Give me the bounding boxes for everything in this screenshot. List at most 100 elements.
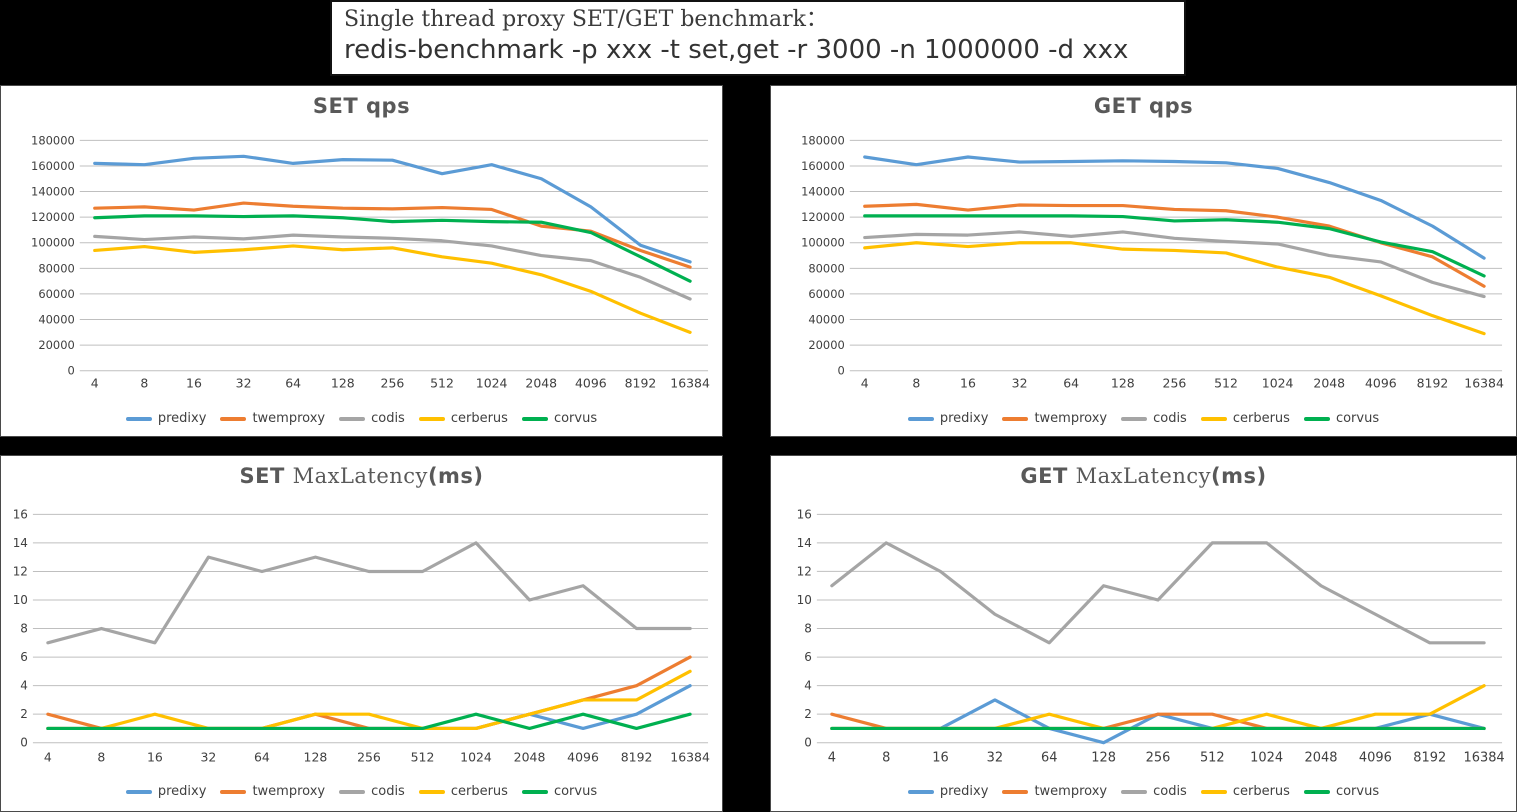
x-axis-label: 1024 <box>460 750 492 765</box>
x-axis-label: 256 <box>1146 751 1171 766</box>
y-axis-label: 0 <box>804 736 812 750</box>
y-axis-label: 6 <box>20 650 28 664</box>
legend-swatch-corvus <box>521 789 548 794</box>
legend-item-twemproxy: twemproxy <box>220 411 325 426</box>
y-axis-label: 4 <box>20 679 28 693</box>
chart-title-segment: (ms) <box>1211 464 1267 488</box>
legend-label: cerberus <box>1232 784 1290 799</box>
x-axis-label: 64 <box>285 376 301 391</box>
legend-swatch-predixy <box>907 416 934 421</box>
x-axis-label: 32 <box>1012 376 1028 391</box>
legend-label: twemproxy <box>252 784 326 799</box>
x-axis-label: 1024 <box>476 376 508 391</box>
legend-item-codis: codis <box>1121 411 1187 426</box>
legend-swatch-predixy <box>125 416 152 421</box>
legend-item-cerberus: cerberus <box>418 784 508 799</box>
y-axis-label: 140000 <box>31 185 75 199</box>
chart-title-segment: (ms) <box>427 464 484 488</box>
y-axis-label: 16 <box>13 507 28 521</box>
legend-label: corvus <box>1335 784 1380 799</box>
legend-label: corvus <box>553 411 598 426</box>
x-axis-label: 16 <box>186 376 202 391</box>
x-axis-label: 16 <box>147 750 163 765</box>
y-axis-label: 40000 <box>808 313 844 327</box>
x-axis-label: 16384 <box>1464 376 1504 391</box>
chart-legend: predixy twemproxy codis cerberus corvus <box>1 411 722 426</box>
x-axis-label: 256 <box>381 376 405 391</box>
series-line-codis <box>863 230 1486 299</box>
y-axis-label: 80000 <box>38 261 74 275</box>
x-axis-label: 2048 <box>1305 751 1338 766</box>
chart-legend: predixy twemproxy codis cerberus corvus <box>1 784 722 799</box>
x-axis-label: 512 <box>1200 751 1225 766</box>
x-axis-label: 4096 <box>1359 751 1392 766</box>
y-axis-label: 10 <box>797 593 812 607</box>
legend-swatch-twemproxy <box>220 416 247 421</box>
y-axis-label: 14 <box>13 536 28 550</box>
series-line-cerberus <box>93 244 692 334</box>
panel-set-maxlatency: SET MaxLatency(ms) predixy twemproxy codis… <box>0 455 723 812</box>
x-axis-label: 64 <box>1041 751 1057 766</box>
y-axis-label: 12 <box>797 564 812 578</box>
y-axis-label: 100000 <box>31 236 75 250</box>
x-axis-label: 512 <box>411 750 435 765</box>
y-axis-label: 14 <box>797 536 812 550</box>
y-axis-label: 2 <box>804 707 812 721</box>
chart-title: SET qps <box>1 94 722 118</box>
legend-item-codis: codis <box>1121 784 1187 799</box>
x-axis-label: 8192 <box>621 750 653 765</box>
y-axis-label: 4 <box>804 679 812 693</box>
benchmark-command-line: redis-benchmark -p xxx -t set,get -r 300… <box>344 34 1129 65</box>
x-axis-label: 16384 <box>1463 751 1504 766</box>
y-axis-label: 180000 <box>801 133 845 147</box>
series-line-cerberus <box>46 669 692 731</box>
x-axis-label: 8192 <box>1413 751 1446 766</box>
x-axis-label: 8 <box>912 376 920 391</box>
y-axis-label: 180000 <box>31 133 75 147</box>
series-line-predixy <box>863 155 1486 260</box>
x-axis-label: 256 <box>357 750 381 765</box>
series-line-codis <box>93 233 692 301</box>
y-axis-label: 80000 <box>808 261 844 275</box>
x-axis-label: 4 <box>44 750 52 765</box>
chart-title-segment: MaxLatency <box>292 464 428 488</box>
x-axis-label: 4096 <box>575 376 607 391</box>
chart-title: SET MaxLatency(ms) <box>1 464 722 488</box>
legend-swatch-corvus <box>1303 416 1330 421</box>
legend-item-predixy: predixy <box>125 411 207 426</box>
x-axis-label: 2048 <box>514 750 546 765</box>
legend-swatch-twemproxy <box>1002 416 1029 421</box>
y-axis-label: 8 <box>20 622 28 636</box>
series-line-codis <box>46 541 692 645</box>
legend-item-cerberus: cerberus <box>418 411 508 426</box>
y-axis-label: 0 <box>838 364 845 378</box>
legend-label: twemproxy <box>252 411 326 426</box>
series-line-codis <box>830 541 1486 645</box>
legend-item-twemproxy: twemproxy <box>1002 411 1107 426</box>
x-axis-label: 8192 <box>1417 376 1449 391</box>
y-axis-label: 140000 <box>801 185 845 199</box>
benchmark-title-line1: Single thread proxy SET/GET benchmark： <box>344 7 828 32</box>
legend-swatch-twemproxy <box>1002 789 1029 794</box>
legend-item-predixy: predixy <box>907 784 988 799</box>
x-axis-label: 512 <box>1214 376 1238 391</box>
x-axis-label: 8192 <box>625 376 657 391</box>
x-axis-label: 4 <box>828 751 836 766</box>
legend-swatch-cerberus <box>1200 416 1227 421</box>
x-axis-label: 2048 <box>525 376 557 391</box>
x-axis-label: 1024 <box>1250 751 1283 766</box>
chart-title: GET qps <box>771 94 1516 118</box>
legend-label: twemproxy <box>1034 784 1108 799</box>
series-line-corvus <box>46 712 692 731</box>
series-line-predixy <box>46 684 692 731</box>
x-axis-label: 32 <box>236 376 252 391</box>
y-axis-label: 40000 <box>38 313 74 327</box>
legend-swatch-cerberus <box>418 416 445 421</box>
chart-plot: 0 2 4 6 8 10 12 14 16 4 8 16 32 64 128 256 512 1024 2048 40… <box>13 507 710 765</box>
x-axis-label: 128 <box>1111 376 1135 391</box>
legend-label: codis <box>371 784 405 799</box>
y-axis-label: 60000 <box>38 287 74 301</box>
legend-label: predixy <box>157 411 207 426</box>
legend-item-twemproxy: twemproxy <box>220 784 325 799</box>
x-axis-label: 8 <box>882 751 890 766</box>
